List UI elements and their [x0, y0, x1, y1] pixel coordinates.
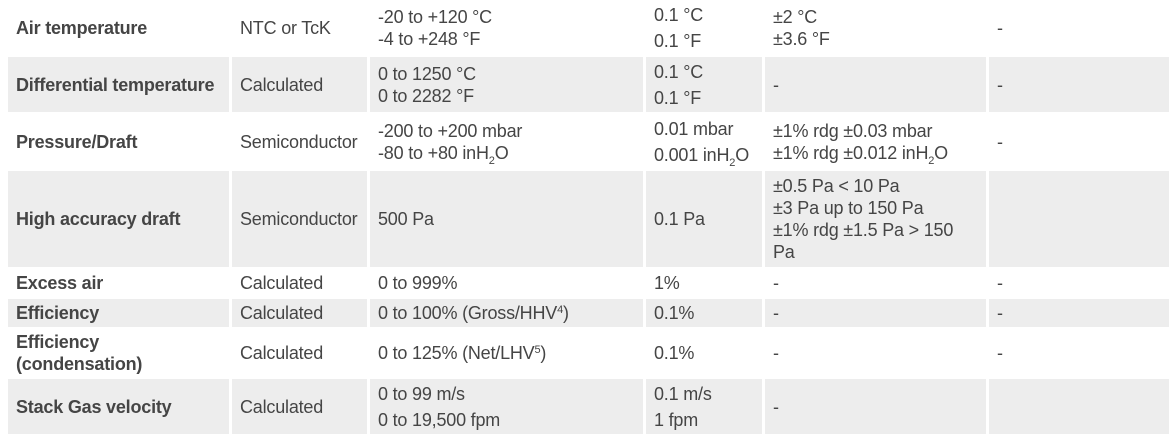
table-row: Efficiency (condensation) Calculated 0 t…: [8, 329, 1169, 377]
sensor-type: Semiconductor: [232, 171, 367, 267]
sensor-type: Calculated: [240, 343, 324, 363]
resolution: 0.1 °C 0.1 °F: [654, 4, 704, 51]
accuracy: -: [773, 343, 779, 363]
sensor-type: Calculated: [232, 299, 367, 327]
measurement-name: Stack Gas velocity: [8, 379, 229, 434]
extra-value: -: [997, 273, 1003, 293]
measuring-range: 500 Pa: [370, 171, 643, 267]
table-row: Pressure/Draft Semiconductor -200 to +20…: [8, 114, 1169, 169]
measurement-name: Excess air: [16, 273, 104, 293]
measurement-name: Efficiency: [8, 299, 229, 327]
accuracy: -: [765, 57, 986, 112]
resolution: 1%: [654, 273, 680, 293]
resolution: 0.1 °C 0.1 °F: [646, 57, 762, 112]
measuring-range: 0 to 125% (Net/LHV5): [378, 343, 547, 363]
table-row: Differential temperature Calculated 0 to…: [8, 57, 1169, 112]
measuring-range: 0 to 99 m/s 0 to 19,500 fpm: [370, 379, 643, 434]
extra-value: -: [997, 131, 1003, 152]
measuring-range: 0 to 1250 °C 0 to 2282 °F: [370, 57, 643, 112]
specifications-table: Air temperature NTC or TcK -20 to +120 °…: [5, 0, 1169, 436]
sensor-type: NTC or TcK: [240, 17, 331, 38]
resolution: 0.1 Pa: [646, 171, 762, 267]
sensor-type: Calculated: [232, 379, 367, 434]
accuracy: -: [765, 379, 986, 434]
accuracy: -: [773, 273, 779, 293]
extra-value: -: [989, 299, 1169, 327]
sensor-type: Calculated: [240, 273, 324, 293]
extra-value: -: [997, 17, 1003, 38]
measurement-name: Pressure/Draft: [16, 131, 138, 152]
measuring-range: 0 to 999%: [378, 273, 458, 293]
accuracy: ±0.5 Pa < 10 Pa ±3 Pa up to 150 Pa ±1% rdg…: [765, 171, 986, 267]
resolution: 0.01 mbar 0.001 inH2O: [654, 118, 749, 169]
measurement-name: Air temperature: [16, 17, 148, 38]
table-row: Efficiency Calculated 0 to 100% (Gross/H…: [8, 299, 1169, 327]
measuring-range: -200 to +200 mbar -80 to +80 inH2O: [378, 120, 523, 167]
resolution: 0.1 m/s 1 fpm: [646, 379, 762, 434]
extra-value: -: [997, 343, 1003, 363]
table-row: High accuracy draft Semiconductor 500 Pa…: [8, 171, 1169, 267]
measuring-range: 0 to 100% (Gross/HHV4): [370, 299, 643, 327]
measuring-range: -20 to +120 °C -4 to +248 °F: [378, 6, 492, 49]
accuracy: -: [765, 299, 986, 327]
extra-value: -: [989, 57, 1169, 112]
resolution: 0.1%: [646, 299, 762, 327]
accuracy: ±2 °C ±3.6 °F: [773, 6, 830, 49]
table-row: Stack Gas velocity Calculated 0 to 99 m/…: [8, 379, 1169, 434]
measurement-name: High accuracy draft: [8, 171, 229, 267]
resolution: 0.1%: [654, 343, 695, 363]
extra-value: [989, 379, 1169, 434]
measurement-name: Differential temperature: [8, 57, 229, 112]
accuracy: ±1% rdg ±0.03 mbar ±1% rdg ±0.012 inH2O: [773, 120, 948, 167]
sensor-type: Semiconductor: [240, 131, 358, 152]
extra-value: [989, 171, 1169, 267]
table-row: Excess air Calculated 0 to 999% 1% - -: [8, 269, 1169, 297]
table-row: Air temperature NTC or TcK -20 to +120 °…: [8, 0, 1169, 55]
measurement-name: Efficiency (condensation): [16, 332, 143, 374]
sensor-type: Calculated: [232, 57, 367, 112]
